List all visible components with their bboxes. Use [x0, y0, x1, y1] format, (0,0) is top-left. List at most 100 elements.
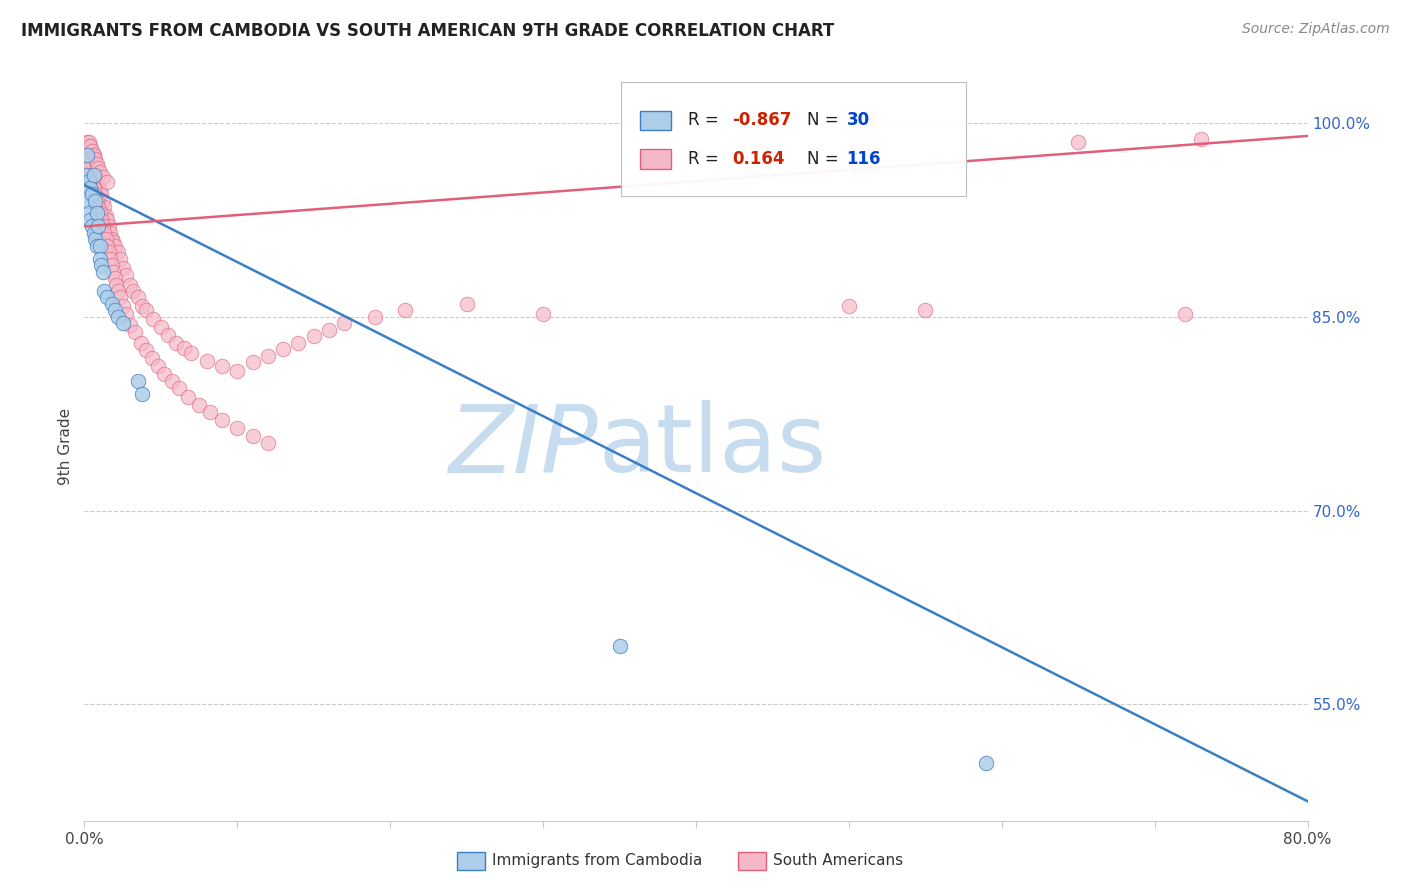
Point: [160, 375, 183, 389]
Point: [86, 157, 108, 171]
Point: [242, 428, 264, 442]
Point: [76, 148, 98, 162]
Point: [129, 335, 152, 350]
Point: [84, 161, 107, 176]
Point: [93, 226, 115, 240]
Point: [287, 335, 309, 350]
Point: [86, 206, 108, 220]
Point: [103, 235, 125, 249]
Point: [76, 148, 98, 162]
Point: [146, 359, 169, 373]
Point: [89, 183, 111, 197]
Point: [79, 168, 101, 182]
Point: [114, 307, 136, 321]
Point: [91, 194, 114, 208]
Point: [97, 219, 120, 234]
Point: [91, 206, 114, 220]
Point: [83, 168, 105, 182]
Point: [107, 245, 129, 260]
Point: [188, 398, 211, 412]
Point: [86, 194, 108, 208]
Point: [89, 252, 111, 266]
Point: [87, 219, 110, 234]
Point: [77, 136, 100, 150]
Point: [86, 170, 108, 185]
Point: [242, 355, 264, 369]
Point: [84, 232, 107, 246]
Point: [76, 136, 98, 150]
Point: [96, 239, 118, 253]
Point: [111, 316, 134, 330]
Point: [86, 200, 108, 214]
Point: [87, 200, 110, 214]
Point: [79, 139, 101, 153]
Point: [98, 252, 121, 266]
Point: [226, 421, 249, 435]
Point: [96, 290, 118, 304]
Point: [90, 213, 112, 227]
Text: 0.164: 0.164: [733, 150, 785, 168]
Point: [173, 341, 195, 355]
Point: [107, 284, 129, 298]
Point: [89, 239, 111, 253]
Point: [94, 209, 117, 223]
Point: [91, 170, 114, 185]
Point: [83, 226, 105, 240]
Point: [111, 300, 134, 314]
Point: [976, 756, 998, 770]
Point: [84, 194, 107, 208]
Point: [93, 200, 115, 214]
Point: [80, 174, 103, 188]
Text: 116: 116: [846, 150, 882, 168]
Point: [111, 260, 134, 275]
Point: [75, 168, 97, 182]
Point: [257, 349, 280, 363]
Point: [101, 258, 124, 272]
Point: [96, 176, 118, 190]
Point: [79, 180, 101, 194]
Point: [91, 219, 114, 234]
Point: [79, 139, 101, 153]
Text: South Americans: South Americans: [773, 854, 904, 868]
Point: [104, 303, 127, 318]
Point: [149, 320, 172, 334]
Point: [80, 145, 103, 159]
Point: [105, 277, 128, 292]
Point: [318, 323, 340, 337]
Point: [89, 213, 111, 227]
Point: [108, 290, 131, 304]
Point: [104, 239, 127, 253]
Point: [127, 290, 149, 304]
Point: [1189, 131, 1212, 145]
Point: [838, 300, 860, 314]
Point: [195, 353, 218, 368]
Text: R =: R =: [688, 112, 724, 129]
Point: [177, 390, 200, 404]
Point: [83, 148, 105, 162]
Point: [84, 152, 107, 166]
Point: [531, 307, 554, 321]
Point: [180, 346, 202, 360]
Point: [122, 284, 145, 298]
Point: [87, 161, 110, 176]
Point: [80, 187, 103, 202]
Text: atlas: atlas: [598, 400, 827, 492]
Point: [394, 303, 416, 318]
Text: 30: 30: [846, 112, 869, 129]
Point: [211, 359, 233, 373]
Point: [76, 154, 98, 169]
Point: [91, 264, 114, 278]
Text: N =: N =: [807, 112, 844, 129]
Text: -0.867: -0.867: [733, 112, 792, 129]
Point: [77, 206, 100, 220]
Point: [211, 413, 233, 427]
Point: [90, 258, 112, 272]
Point: [108, 252, 131, 266]
Text: R =: R =: [688, 150, 724, 168]
Point: [165, 335, 187, 350]
Point: [87, 206, 110, 220]
Point: [141, 351, 163, 366]
Point: [257, 436, 280, 450]
Point: [131, 300, 153, 314]
Point: [77, 161, 100, 176]
